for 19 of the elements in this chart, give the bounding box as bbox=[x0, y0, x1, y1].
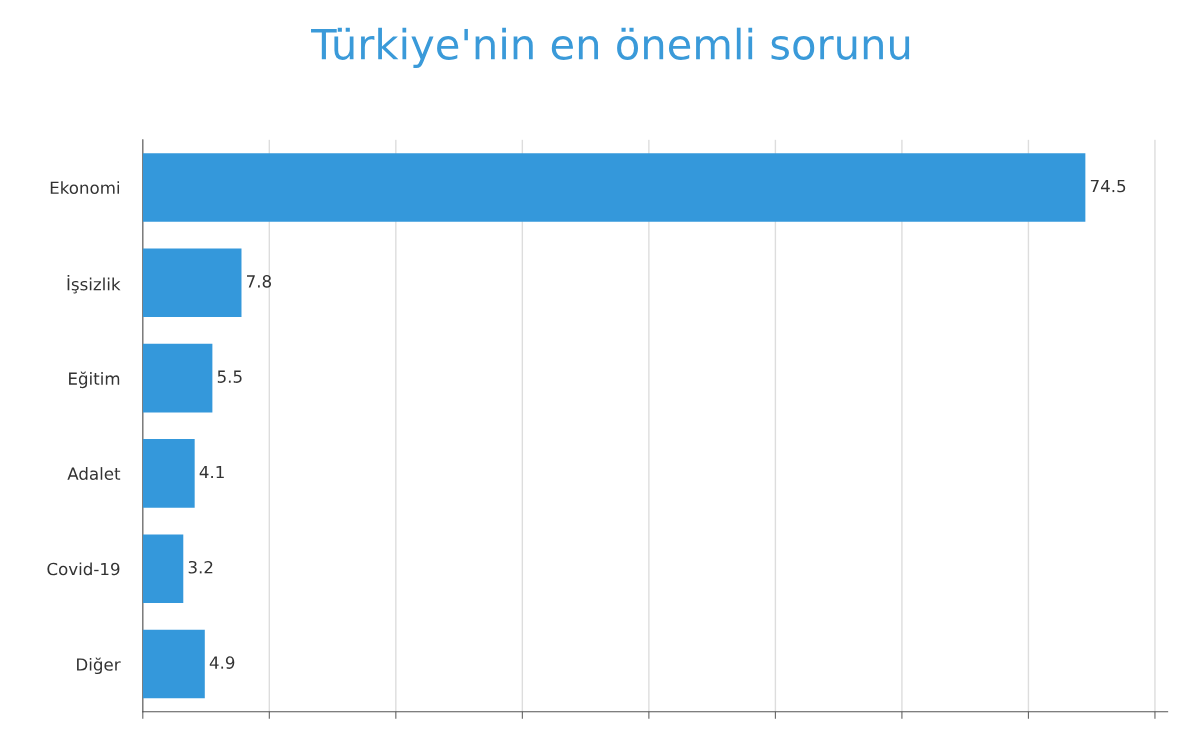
data-label: 7.8 bbox=[247, 275, 272, 288]
data-label: 4.1 bbox=[199, 465, 224, 479]
bar bbox=[142, 534, 184, 604]
bar bbox=[142, 343, 213, 413]
bar bbox=[142, 248, 242, 318]
chart-title: Türkiye'nin en önemli sorunu bbox=[311, 27, 910, 68]
bar bbox=[142, 153, 1086, 222]
data-label: 5.5 bbox=[217, 370, 242, 383]
data-label: 4.9 bbox=[209, 656, 235, 669]
data-label: 3.2 bbox=[188, 560, 213, 574]
bar bbox=[142, 629, 205, 699]
y-tick-label: Eğitim bbox=[69, 371, 120, 389]
bar bbox=[142, 439, 195, 508]
y-tick-label: Covid-19 bbox=[47, 562, 120, 576]
y-tick-label: Ekonomi bbox=[50, 181, 120, 195]
data-label: 74.5 bbox=[1090, 179, 1126, 193]
y-tick-label: İşsizlik bbox=[67, 275, 121, 294]
y-tick-label: Diğer bbox=[77, 657, 121, 675]
y-tick-label: Adalet bbox=[67, 467, 121, 480]
